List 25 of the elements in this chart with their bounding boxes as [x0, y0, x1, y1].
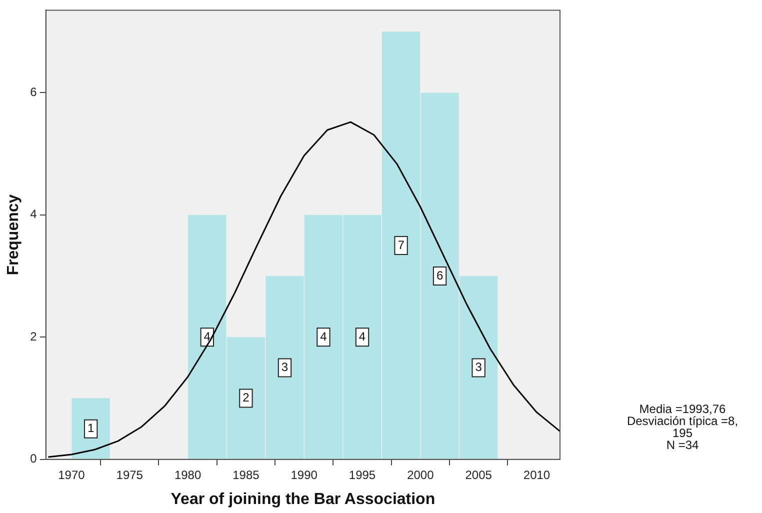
data-label: 3 — [281, 360, 288, 374]
y-tick-label: 2 — [30, 329, 38, 344]
text: Media =1993,76 Desviación típica =8, 195 N =34 — [626, 402, 740, 452]
x-axis-title: Year of joining the Bar Association — [170, 490, 436, 508]
data-label: 7 — [398, 238, 405, 252]
x-tick-label: 1995 — [348, 468, 376, 482]
data-label: 4 — [358, 329, 366, 344]
x-tick-label: 1985 — [232, 468, 260, 482]
y-tick-label: 4 — [30, 207, 38, 222]
data-label: 4 — [204, 329, 211, 344]
x-tick-label: 1975 — [116, 468, 144, 482]
y-tick-label: 6 — [30, 85, 38, 100]
x-tick-label: 2000 — [407, 468, 434, 482]
y-tick-label: 0 — [30, 452, 38, 466]
data-label: 6 — [436, 268, 444, 282]
x-tick-label: 2005 — [465, 468, 492, 482]
x-tick-label: 1970 — [58, 468, 86, 482]
data-label: 1 — [87, 421, 94, 436]
data-label: 3 — [475, 360, 482, 374]
y-axis-title: Frequency — [5, 194, 22, 276]
x-tick-label: 1980 — [174, 468, 202, 482]
x-tick-label: 2010 — [523, 468, 550, 482]
data-label: 2 — [242, 390, 250, 405]
x-tick-label: 1990 — [290, 468, 318, 482]
data-label: 4 — [320, 329, 328, 344]
